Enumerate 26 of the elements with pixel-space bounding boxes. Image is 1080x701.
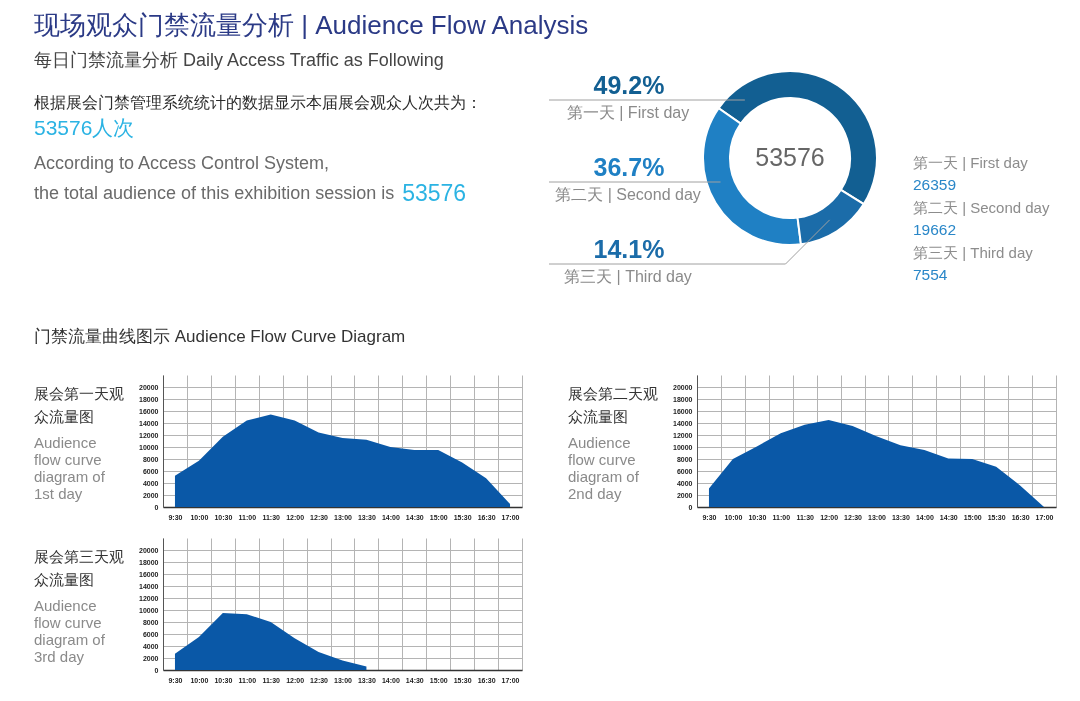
text: 第三天 | Third day bbox=[913, 243, 1034, 261]
text: Audience flow curve diagram of 3rd day bbox=[34, 597, 106, 665]
text: 53576 bbox=[755, 143, 825, 171]
text: 门禁流量曲线图示 Audience Flow Curve Diagram bbox=[34, 327, 406, 346]
data-label: 49.2% bbox=[593, 71, 665, 99]
text: 每日门禁流量分析 Daily Access Traffic as Following bbox=[34, 50, 444, 70]
text: 7554 bbox=[913, 266, 948, 283]
text: 展会第一天观众流量图 bbox=[34, 385, 124, 425]
text: 第一天 | First day bbox=[913, 154, 1029, 171]
data-label: 36.7% bbox=[593, 153, 665, 181]
text: 第二天 | Second day bbox=[913, 198, 1050, 216]
text: 19662 bbox=[913, 221, 957, 239]
text: 26359 bbox=[913, 176, 957, 194]
text: 展会第三天观众流量图 bbox=[34, 548, 124, 588]
text: 现场观众门禁流量分析 | Audience Flow Analysis bbox=[34, 10, 589, 40]
slice-label: 第二天 | Second day bbox=[555, 186, 701, 203]
slice-label: 第一天 | First day bbox=[566, 104, 690, 121]
text: 53576人次 bbox=[34, 116, 135, 140]
text: According to Access Control System, the total audience of this exhibition session is bbox=[34, 152, 395, 203]
text: Audience flow curve diagram of 1st day bbox=[34, 434, 106, 502]
data-label: 14.1% bbox=[593, 235, 665, 263]
text: Audience flow curve diagram of 2nd day bbox=[568, 434, 640, 502]
text: 根据展会门禁管理系统统计的数据显示本届展会观众人次共为： bbox=[34, 94, 482, 111]
text: 53576 bbox=[402, 179, 467, 206]
slice-label: 第三天 | Third day bbox=[564, 268, 692, 285]
text: 展会第二天观众流量图 bbox=[568, 385, 658, 425]
